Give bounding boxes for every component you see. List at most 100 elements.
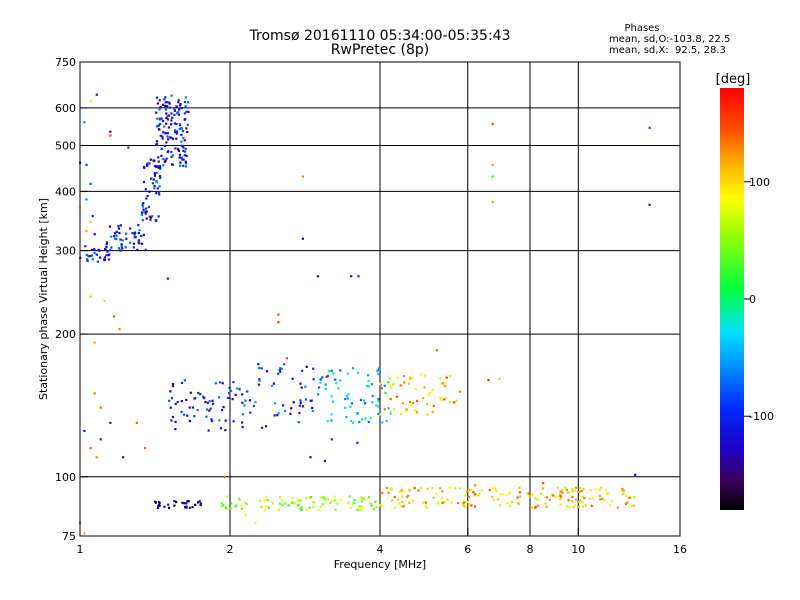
data-point xyxy=(155,180,158,184)
data-point xyxy=(467,495,470,498)
data-point xyxy=(439,396,442,399)
data-point xyxy=(383,408,386,411)
data-point xyxy=(388,377,391,380)
data-point xyxy=(248,399,251,402)
data-point xyxy=(210,418,213,421)
data-point xyxy=(469,488,472,491)
data-point xyxy=(173,113,176,116)
data-point xyxy=(389,412,392,415)
data-point xyxy=(234,393,237,396)
data-point xyxy=(205,408,209,411)
data-point xyxy=(182,158,185,161)
data-point xyxy=(153,187,156,190)
data-point xyxy=(492,498,496,502)
data-point xyxy=(93,248,96,251)
data-point xyxy=(186,130,189,134)
data-point xyxy=(312,500,315,504)
data-point xyxy=(179,103,182,106)
data-point xyxy=(498,377,501,380)
data-point xyxy=(380,387,384,390)
data-point xyxy=(277,372,280,375)
data-point xyxy=(464,494,467,497)
data-point xyxy=(366,384,369,388)
data-point xyxy=(534,506,537,509)
data-point xyxy=(185,398,188,402)
data-point xyxy=(570,500,573,503)
data-point xyxy=(149,158,152,161)
data-point xyxy=(257,363,260,366)
x-tick-label: 10 xyxy=(571,543,585,556)
data-point xyxy=(357,508,361,511)
data-point xyxy=(95,456,98,459)
data-point xyxy=(542,482,545,485)
data-point xyxy=(159,167,162,170)
data-point xyxy=(188,506,192,509)
data-point xyxy=(334,378,337,381)
data-point xyxy=(231,398,234,401)
data-point xyxy=(298,411,301,415)
data-point xyxy=(491,200,494,204)
data-point xyxy=(167,126,171,129)
data-point xyxy=(401,495,404,498)
data-point xyxy=(166,150,169,154)
data-point xyxy=(166,118,170,121)
data-point xyxy=(110,246,113,249)
y-tick-label: 100 xyxy=(55,471,76,484)
data-point xyxy=(157,124,160,127)
data-point xyxy=(122,456,125,459)
data-point xyxy=(194,397,197,400)
data-point xyxy=(252,404,255,408)
data-point xyxy=(422,397,425,400)
data-point xyxy=(208,400,211,403)
data-point xyxy=(245,502,248,506)
data-point xyxy=(493,487,497,490)
data-point xyxy=(427,394,430,397)
grid-lines xyxy=(80,62,680,536)
data-point xyxy=(232,381,235,384)
data-point xyxy=(527,492,531,495)
data-point xyxy=(164,101,167,104)
data-point xyxy=(590,504,593,508)
data-point xyxy=(113,234,116,238)
data-point xyxy=(403,381,406,384)
data-point xyxy=(350,402,354,405)
data-point xyxy=(156,506,160,510)
data-point xyxy=(109,249,112,252)
data-point xyxy=(85,198,88,201)
data-point xyxy=(152,178,155,181)
colorbar-tick-label: 100 xyxy=(749,176,770,189)
data-point xyxy=(339,369,342,372)
data-point xyxy=(206,401,209,404)
data-point xyxy=(438,487,442,490)
data-point xyxy=(86,259,89,262)
data-point xyxy=(270,384,274,388)
data-point xyxy=(357,275,360,278)
data-point xyxy=(581,495,584,498)
data-point xyxy=(299,401,302,404)
data-point xyxy=(283,363,286,366)
data-point xyxy=(376,369,379,372)
info-heading: Phases xyxy=(624,23,659,34)
data-point xyxy=(344,397,347,401)
data-point xyxy=(177,110,180,114)
data-point xyxy=(410,376,413,379)
data-point xyxy=(517,503,521,506)
data-point xyxy=(178,123,181,126)
data-point xyxy=(409,488,412,491)
data-point xyxy=(158,503,161,506)
data-point xyxy=(99,256,102,259)
data-point xyxy=(140,211,144,214)
data-point xyxy=(272,382,275,385)
data-point xyxy=(167,503,170,506)
data-point xyxy=(168,399,171,402)
data-point xyxy=(98,249,101,252)
data-point xyxy=(170,150,173,154)
data-point xyxy=(140,213,143,217)
data-point xyxy=(279,370,282,373)
data-point xyxy=(279,367,282,370)
data-point xyxy=(196,409,199,412)
data-point xyxy=(566,505,569,508)
data-point xyxy=(561,491,564,494)
data-point xyxy=(160,117,163,120)
data-point xyxy=(559,495,563,498)
